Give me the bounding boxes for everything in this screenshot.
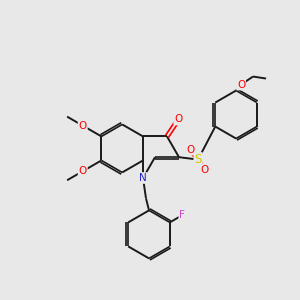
Text: S: S [194,153,202,166]
Text: O: O [237,80,245,89]
Text: O: O [174,115,182,124]
Text: F: F [179,210,185,220]
Text: N: N [139,173,147,183]
Text: O: O [186,145,194,154]
Text: O: O [79,121,87,130]
Text: O: O [79,166,87,176]
Text: O: O [200,164,208,175]
